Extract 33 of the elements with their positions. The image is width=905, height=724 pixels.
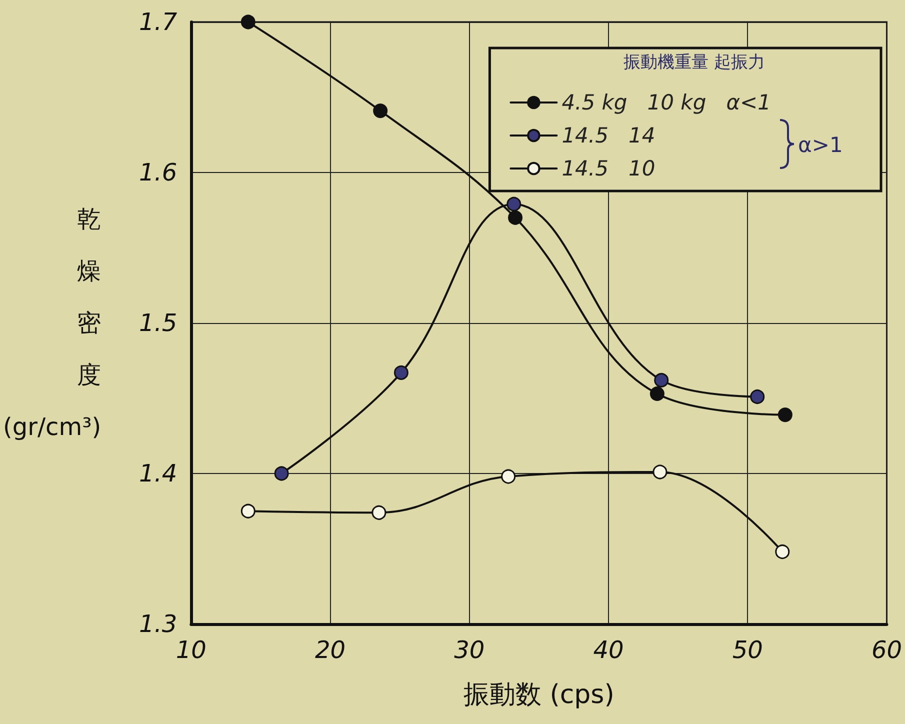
legend-label: 14.5 14: [562, 124, 656, 148]
point: [240, 504, 256, 518]
x-tick-label: 50: [732, 636, 763, 664]
x-tick-label: 40: [593, 636, 624, 664]
point: [778, 408, 792, 422]
x-tick-label: 10: [176, 636, 206, 664]
point: [775, 544, 790, 560]
legend-label: 14.5 10: [562, 156, 656, 180]
point: [373, 104, 388, 118]
point: [240, 14, 256, 30]
x-axis-title: 振動数 (cps): [463, 680, 614, 710]
x-tick-label: 60: [871, 636, 902, 664]
x-tick-label: 30: [454, 636, 485, 664]
point: [652, 464, 668, 480]
point: [650, 386, 664, 401]
y-tick-label: 1.5: [138, 309, 178, 337]
point: [372, 505, 386, 520]
point: [654, 372, 669, 388]
annotation: α>1: [798, 133, 843, 157]
legend-label: 4.5 kg 10 kg α<1: [562, 90, 772, 114]
point: [274, 466, 289, 481]
point: [394, 365, 408, 380]
y-tick-label: 1.6: [138, 158, 178, 186]
point: [508, 210, 523, 225]
y-tick-label: 1.4: [138, 460, 178, 488]
legend-title: 振動機重量 起振力: [624, 52, 765, 72]
y-axis-title: 乾燥密度 (gr/cm³): [3, 205, 102, 441]
point: [501, 469, 516, 484]
point: [506, 196, 522, 212]
point: [750, 390, 765, 404]
x-tick-label: 20: [314, 636, 346, 664]
y-tick-label: 1.7: [138, 8, 178, 36]
y-tick-label: 1.3: [138, 610, 178, 638]
